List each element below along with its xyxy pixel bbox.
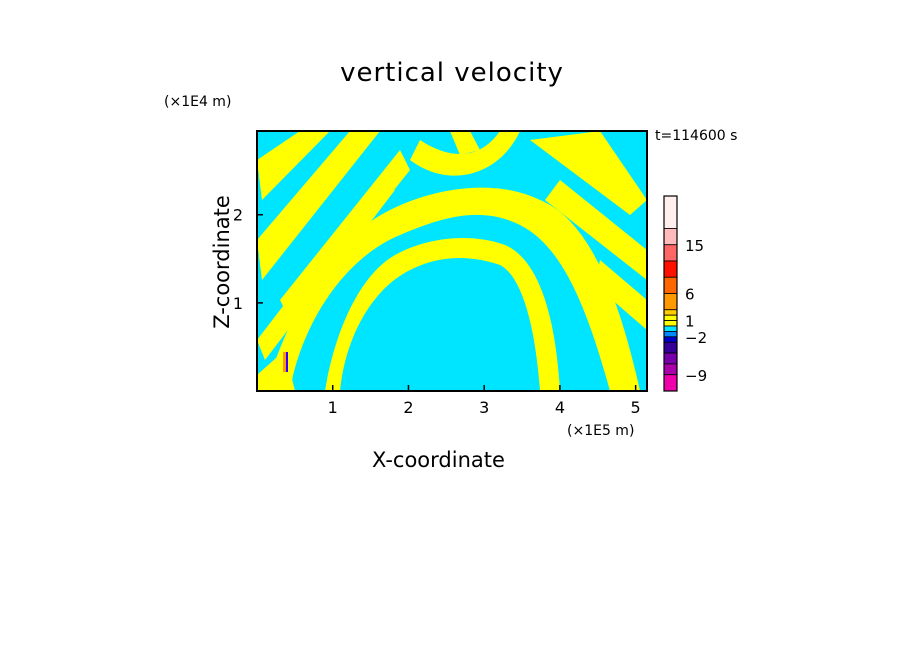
streak-positive: [530, 131, 647, 215]
strong-downdraft-cell: [286, 352, 288, 372]
streak-positive: [257, 180, 395, 360]
streak-positive: [410, 131, 520, 176]
colorbar-band: [663, 228, 678, 246]
colorbar-label: 6: [685, 286, 695, 304]
streak-positive: [595, 260, 647, 330]
plot-frame: [256, 130, 648, 392]
colorbar-label: −2: [685, 329, 707, 347]
y-tick-label: 1: [233, 294, 243, 313]
x-tick-label: 1: [328, 398, 338, 417]
strong-updraft-cell: [283, 352, 286, 372]
colorbar-band: [663, 260, 678, 278]
x-tick-label: 4: [555, 398, 565, 417]
colorbar-label: 1: [685, 313, 695, 331]
colorbar-band: [663, 336, 678, 343]
streak-positive: [545, 180, 647, 280]
colorbar-frame: [663, 195, 678, 392]
y-ticks: 12: [233, 206, 263, 313]
colorbar-band: [663, 293, 678, 311]
colorbar-band: [663, 276, 678, 294]
arch-band-positive: [265, 187, 640, 391]
x-tick-label: 2: [403, 398, 413, 417]
streak-positive: [257, 131, 380, 280]
colorbar-band: [663, 331, 678, 338]
colorbar-label: −9: [685, 367, 707, 385]
y-axis-scale-label: (×1E4 m): [164, 94, 232, 110]
x-axis-title: X-coordinate: [372, 448, 505, 472]
colorbar-label: 15: [685, 237, 704, 255]
colorbar-band: [663, 363, 678, 376]
chart-title: vertical velocity: [340, 58, 564, 88]
x-ticks: 1 2 3 4 5: [328, 385, 641, 417]
colorbar-band: [663, 352, 678, 365]
colorbar-band: [663, 244, 678, 262]
time-stamp-label: t=114600 s: [655, 128, 738, 144]
colorbar-band: [663, 320, 678, 327]
velocity-field: [257, 131, 647, 391]
colorbar-band: [663, 309, 678, 316]
streak-positive: [450, 131, 480, 155]
x-tick-label: 3: [479, 398, 489, 417]
x-axis-scale-label: (×1E5 m): [567, 423, 635, 439]
colorbar-band: [663, 325, 678, 332]
colorbar-band: [663, 195, 678, 229]
inner-arch-positive: [325, 237, 560, 391]
streak-positive: [257, 131, 330, 200]
colorbar: 15 6 1−2 −9: [663, 195, 707, 392]
colorbar-band: [663, 314, 678, 321]
x-tick-label: 5: [631, 398, 641, 417]
colorbar-band: [663, 374, 678, 392]
colorbar-band: [663, 341, 678, 354]
y-tick-label: 2: [233, 206, 243, 225]
